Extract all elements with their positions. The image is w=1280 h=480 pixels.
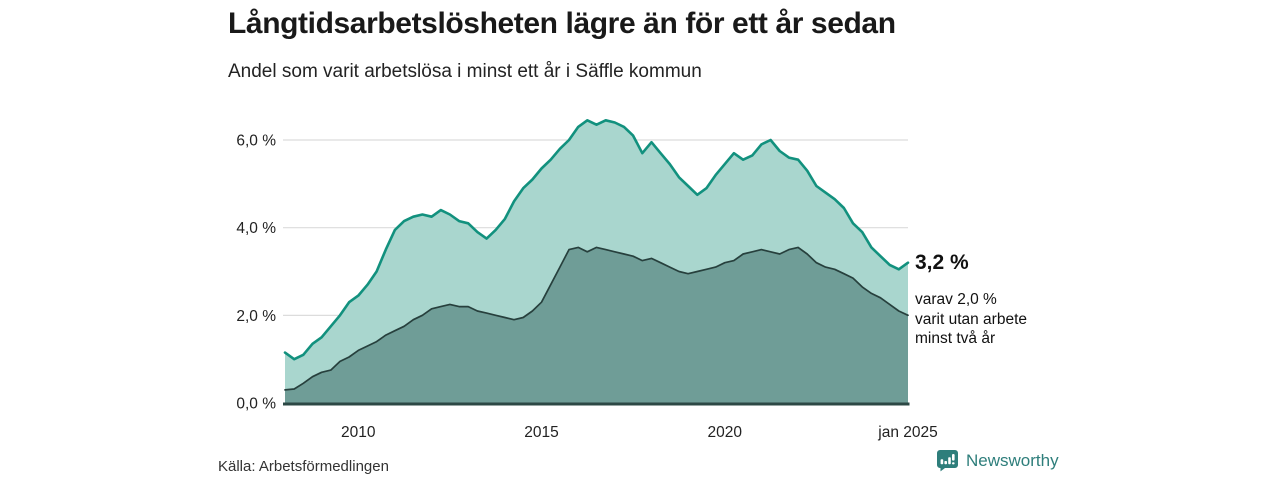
x-tick-label: 2015 <box>524 424 558 441</box>
series-area <box>285 247 908 403</box>
x-tick-label: 2020 <box>708 424 743 441</box>
y-tick-label: 0,0 % <box>236 396 276 413</box>
source-label: Källa: Arbetsförmedlingen <box>218 458 389 475</box>
end-detail-annotation: varav 2,0 % varit utan arbete minst två … <box>915 290 1027 349</box>
series-line <box>284 246 909 391</box>
annotation-detail-line: minst två år <box>915 330 996 347</box>
x-tick-label: jan 2025 <box>877 424 937 441</box>
annotation-detail-line: varit utan arbete <box>915 310 1028 328</box>
y-tick-label: 6,0 % <box>236 133 276 150</box>
end-value-annotation: 3,2 % <box>915 251 969 274</box>
brand-lockup: Newsworthy <box>936 449 1059 472</box>
y-tick-label: 2,0 % <box>236 308 276 325</box>
newsworthy-wordmark: Newsworthy <box>966 450 1059 470</box>
page-title: Långtidsarbetslösheten lägre än för ett … <box>228 7 896 40</box>
series-line <box>283 119 910 361</box>
y-tick-label: 4,0 % <box>236 220 276 237</box>
newsworthy-logo-icon <box>937 450 958 472</box>
x-tick-label: 2010 <box>341 424 376 441</box>
annotation-detail-line: varav 2,0 % <box>915 291 997 308</box>
page-subtitle: Andel som varit arbetslösa i minst ett å… <box>228 61 702 82</box>
